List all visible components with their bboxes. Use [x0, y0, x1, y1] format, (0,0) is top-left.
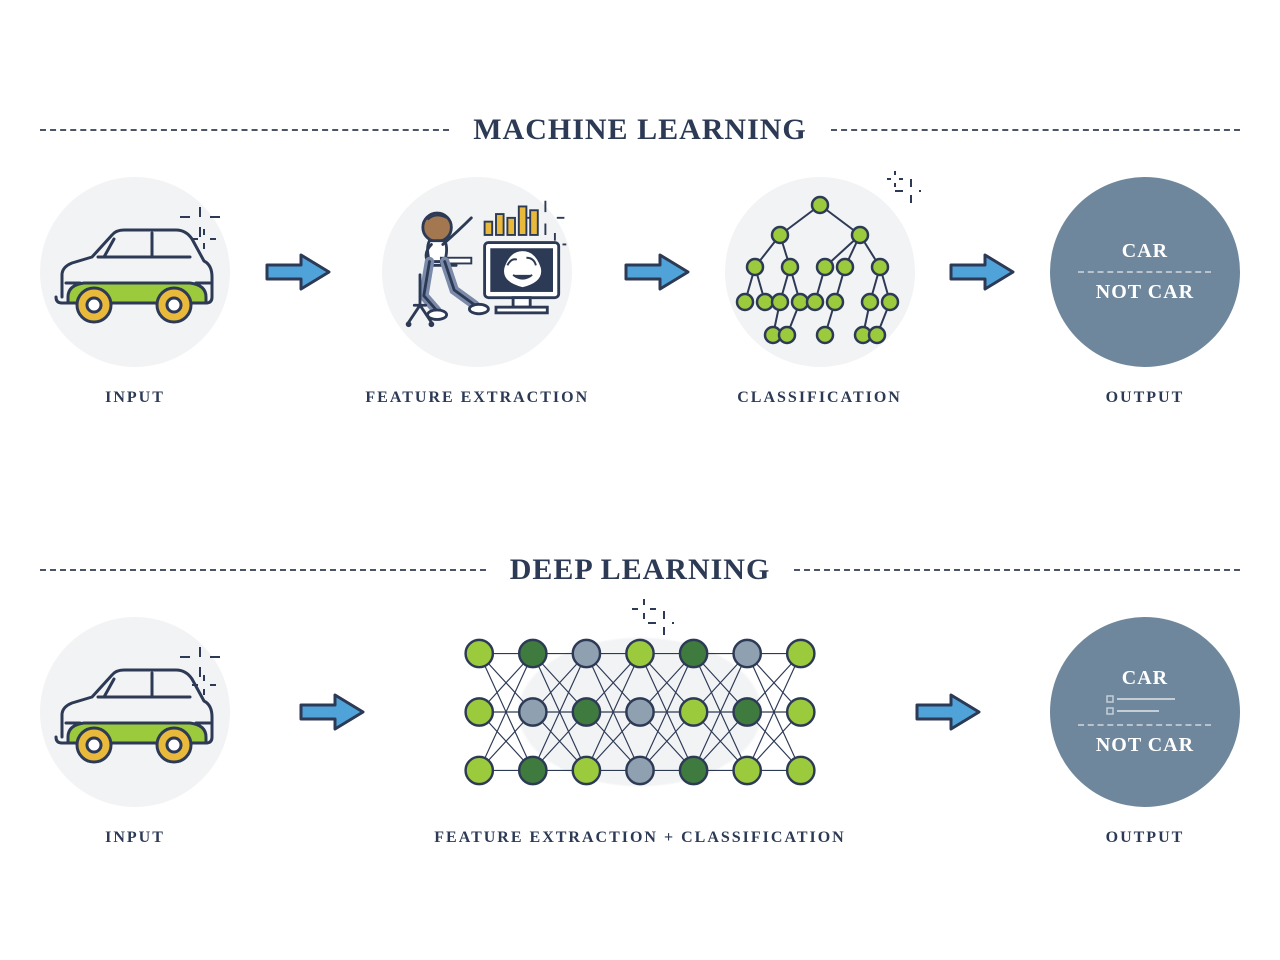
dash-line: [794, 569, 1240, 571]
dl-output-label: OUTPUT: [1106, 829, 1185, 847]
output-divider: [1078, 724, 1211, 726]
dl-stage-input: INPUT: [40, 617, 230, 847]
ml-stage-output: CAR NOT CAR OUTPUT: [1050, 177, 1240, 407]
dl-title: DEEP LEARNING: [486, 553, 795, 587]
dash-line: [40, 569, 486, 571]
ml-classification-label: CLASSIFICATION: [737, 389, 902, 407]
ml-input-label: INPUT: [105, 389, 165, 407]
decision-tree-icon: [725, 177, 915, 367]
ml-header: MACHINE LEARNING: [40, 113, 1240, 147]
dash-line: [831, 129, 1240, 131]
car-icon: [40, 617, 230, 807]
ml-stage-input: INPUT: [40, 177, 230, 407]
output-bottom: NOT CAR: [1096, 281, 1194, 304]
ml-title: MACHINE LEARNING: [449, 113, 831, 147]
dl-stage-output: CAR NOT CAR OUTPUT: [1050, 617, 1240, 847]
output-top: CAR: [1122, 667, 1168, 690]
dl-stage-nn: FEATURE EXTRACTION + CLASSIFICATION: [434, 617, 845, 847]
dl-section: DEEP LEARNING: [40, 553, 1240, 847]
dl-input-label: INPUT: [105, 829, 165, 847]
arrow-icon: [622, 251, 692, 333]
ml-flow: INPUT: [40, 177, 1240, 407]
output-badge: CAR NOT CAR: [1050, 177, 1240, 367]
ml-output-label: OUTPUT: [1106, 389, 1185, 407]
arrow-icon: [913, 691, 983, 773]
dash-line: [40, 129, 449, 131]
output-badge: CAR NOT CAR: [1050, 617, 1240, 807]
arrow-icon: [947, 251, 1017, 333]
dl-flow: INPUT FEATURE EXTRACTION + CLASSIFICATIO…: [40, 617, 1240, 847]
ml-feature-label: FEATURE EXTRACTION: [365, 389, 589, 407]
ml-section: MACHINE LEARNING: [40, 113, 1240, 407]
ml-stage-classification: CLASSIFICATION: [725, 177, 915, 407]
output-top: CAR: [1122, 240, 1168, 263]
arrow-icon: [297, 691, 367, 773]
output-divider: [1078, 271, 1211, 273]
arrow-icon: [263, 251, 333, 333]
dl-nn-label: FEATURE EXTRACTION + CLASSIFICATION: [434, 829, 845, 847]
person-computer-icon: [382, 177, 572, 367]
neural-network-icon: [450, 617, 830, 807]
car-icon: [40, 177, 230, 367]
output-bottom: NOT CAR: [1096, 734, 1194, 757]
ml-stage-feature: FEATURE EXTRACTION: [365, 177, 589, 407]
dl-header: DEEP LEARNING: [40, 553, 1240, 587]
